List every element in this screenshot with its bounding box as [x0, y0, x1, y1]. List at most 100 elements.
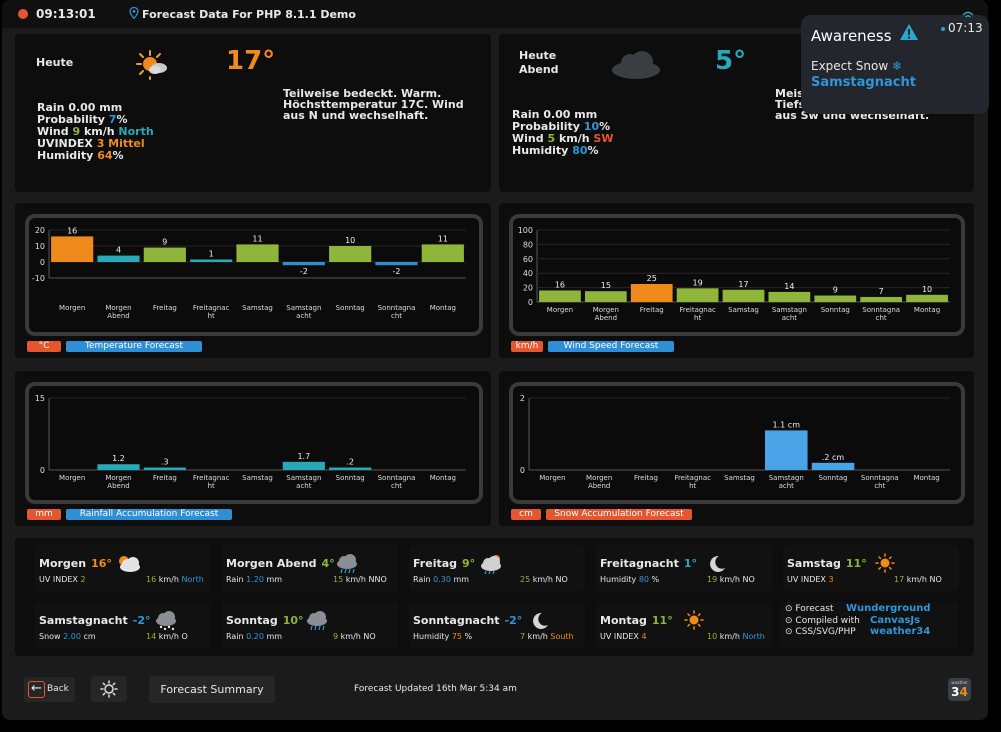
rain-category-label: Morgen [59, 474, 85, 482]
forecast-card-morgen-abend: Morgen Abend 4° Rain 1.20 mm 15 km/h NNO [222, 545, 398, 591]
warning-icon [900, 24, 918, 40]
wind-data-label: 14 [784, 282, 794, 291]
forecast-card-detail: UV INDEX 2 [39, 575, 86, 584]
sun-icon [875, 553, 895, 573]
wind-data-label: 15 [601, 281, 611, 290]
credit-css: ⊙ CSS/SVG/PHP [785, 627, 856, 637]
wind-data-label: 25 [647, 274, 657, 283]
credit-forecast-link[interactable]: Wunderground [846, 603, 931, 614]
forecast-card-wind: 14 km/h O [146, 632, 188, 641]
temp-category-label: Samstag [242, 304, 273, 312]
forecast-card-sonntag: Sonntag 10° Rain 0.20 mm 9 km/h NO [222, 602, 398, 648]
awareness-popup[interactable]: Awareness 07:13 Expect Snow ❄ Samstagnac… [801, 11, 989, 114]
rain-panel: 15 0 Morgen 1.2 Morgen Abend .3 Freitag Freitagn… [15, 371, 491, 526]
back-label: Back [47, 684, 69, 694]
rain-category-label: Sonntagna [378, 474, 416, 482]
temp-category-label: cht [391, 312, 402, 320]
today-humidity: Humidity 64% [37, 149, 124, 162]
theme-toggle-button[interactable] [91, 676, 127, 702]
temp-bar-sonntag [329, 246, 372, 262]
temp-bar-morgen [51, 236, 94, 262]
logo-digit: 3 [951, 685, 960, 699]
temperature-panel: 20 10 0 -10 16 Morgen 4 Morgen Abend 9 Freitag 1 Fre… [15, 203, 491, 358]
back-button[interactable]: ← Back [24, 677, 75, 702]
forecast-card-temp: 10° [282, 614, 304, 627]
partly-sunny-icon [136, 50, 167, 80]
wind-category-label: Morgen [593, 306, 619, 314]
temp-category-label: Sonntagna [378, 304, 416, 312]
forecast-card-samstagnacht: Samstagnacht -2° Snow 2.00 cm 14 km/h O [35, 602, 211, 648]
wind-unit-badge: km/h [511, 341, 543, 352]
forecast-card-wind: 17 km/h NO [894, 575, 942, 584]
wind-legend: Wind Speed Forecast [548, 341, 674, 352]
wind-data-label: 17 [738, 280, 748, 289]
rainfall-chart: 15 0 Morgen 1.2 Morgen Abend .3 Freitag Freitagn… [25, 382, 483, 504]
wind-category-label: Freitag [640, 306, 664, 314]
wind-bar-sonntag [814, 295, 857, 302]
forecast-summary-button[interactable]: Forecast Summary [149, 676, 275, 703]
snow-category-label: ht [689, 482, 696, 490]
temp-category-label: Freitagnac [193, 304, 230, 312]
snow-y-tick-label: 0 [520, 466, 525, 475]
forecast-card-name: Morgen Abend [226, 557, 317, 570]
temp-data-label: 1 [209, 250, 214, 259]
forecast-card-wind: 19 km/h NO [707, 575, 755, 584]
wind-data-label: 7 [879, 287, 884, 296]
forecast-card-name: Morgen [39, 557, 87, 570]
forecast-card-wind: 7 km/h South [520, 632, 574, 641]
forecast-card-wind: 9 km/h NO [333, 632, 376, 641]
rain-category-label: Freitagnac [193, 474, 230, 482]
temp-y-tick-label: 10 [35, 242, 45, 251]
wind-category-label: cht [876, 314, 887, 322]
temp-y-tick-label: -10 [32, 274, 45, 283]
forecast-card-temp: 11° [845, 557, 867, 570]
credit-compiled-link[interactable]: CanvasJs [870, 615, 921, 626]
forecast-card-detail: Rain 0.20 mm [226, 632, 283, 641]
wind-category-label: Montag [914, 306, 940, 314]
sun-rain-icon [481, 555, 501, 575]
today-description: Teilweise bedeckt. Warm. Höchsttemperatu… [283, 87, 464, 122]
awareness-title: Awareness [811, 27, 892, 45]
temp-bar-freitag [143, 247, 186, 262]
rain-cloud-icon [307, 611, 327, 631]
forecast-card-title: Samstag 11° [787, 557, 867, 570]
snow-category-label: Samstagn [769, 474, 804, 482]
temp-category-label: Sonntag [336, 304, 365, 312]
wind-category-label: Samstagn [772, 306, 807, 314]
wifi-icon [962, 11, 974, 18]
forecast-card-name: Freitag [413, 557, 458, 570]
wind-y-tick-label: 20 [523, 284, 533, 293]
wind-data-label: 9 [833, 286, 838, 295]
credit-css-link[interactable]: weather34 [870, 626, 931, 637]
temp-y-tick-label: 0 [40, 258, 45, 267]
weather34-logo: weather 34 [948, 678, 971, 701]
wind-y-tick-label: 80 [523, 240, 533, 249]
wind-chart: 100 80 60 40 20 0 16 Morgen 15 Morgen Abend 25 Freit… [509, 214, 965, 336]
tonight-rain: Rain 0.00 mm [512, 108, 598, 121]
wind-chart-svg: 10080604020016Morgen15MorgenAbend25Freit… [518, 226, 950, 322]
rain-category-label: Sonntag [336, 474, 365, 482]
wind-bar-samstagnacht [768, 291, 811, 302]
credit-compiled: ⊙ Compiled with [785, 616, 860, 626]
logo-small-text: weather [951, 680, 968, 685]
rain-data-label: .2 [346, 458, 354, 467]
rain-data-label: .3 [161, 458, 169, 467]
rain-y-tick-label: 15 [35, 394, 45, 403]
forecast-card-title: Montag 11° [600, 614, 673, 627]
location-pin-icon [129, 7, 139, 19]
rain-category-label: Abend [107, 482, 129, 490]
forecast-card-name: Sonntag [226, 614, 278, 627]
cloud-icon [612, 51, 660, 79]
rain-data-label: 1.2 [112, 454, 125, 463]
forecast-card-title: Morgen 16° [39, 557, 112, 570]
wind-category-label: Sonntagna [862, 306, 900, 314]
temperature-chart: 20 10 0 -10 16 Morgen 4 Morgen Abend 9 Freitag 1 Fre… [25, 214, 483, 336]
rain-category-label: acht [296, 482, 312, 490]
forecast-card-name: Freitagnacht [600, 557, 679, 570]
temp-category-label: Freitag [153, 304, 177, 312]
temp-category-label: Montag [430, 304, 456, 312]
forecast-card-detail: Humidity 80 % [600, 575, 660, 584]
today-probability: Probability 7% [37, 113, 128, 126]
rain-category-label: Samstag [242, 474, 273, 482]
